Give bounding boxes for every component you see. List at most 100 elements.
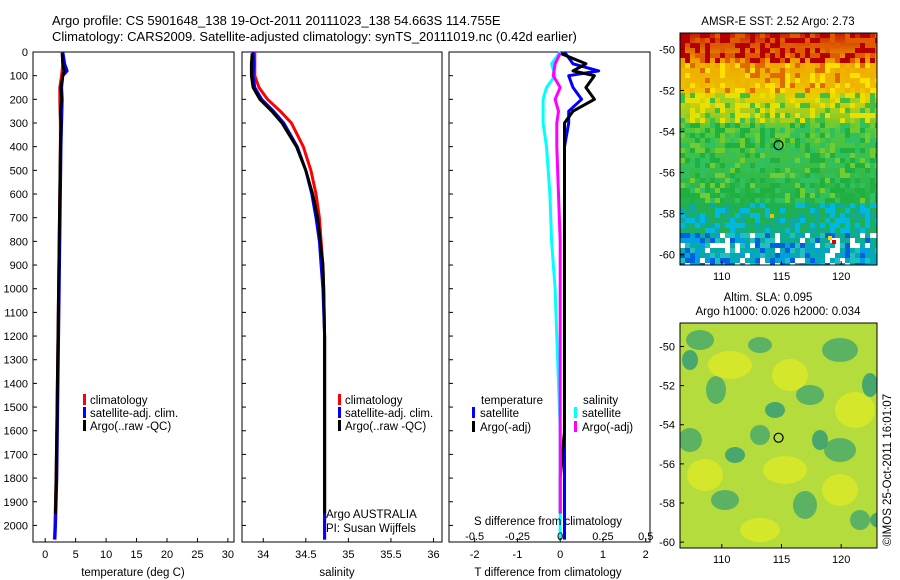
sst-cell: [730, 38, 735, 43]
sla-map-axes: 110 115 120 -50 -52 -54 -56 -58 -60: [659, 341, 850, 566]
sst-cells: [680, 33, 877, 265]
sst-cell: [855, 243, 860, 248]
sst-cell: [780, 128, 785, 133]
legend-label-satellite: satellite-adj. clim.: [345, 408, 433, 420]
sst-cell: [735, 43, 740, 48]
sst-cell: [690, 233, 695, 238]
sla-low-region: [686, 330, 714, 350]
sst-cell: [810, 263, 815, 265]
sst-cell: [825, 53, 830, 58]
sst-cell: [875, 123, 877, 128]
sst-cell: [690, 108, 695, 113]
sst-cell: [730, 188, 735, 193]
sst-cell: [690, 123, 695, 128]
sst-cell: [830, 173, 835, 178]
annotation-argo-australia: Argo AUSTRALIA: [326, 509, 417, 521]
sla-low-region: [850, 510, 870, 530]
sst-cell: [750, 218, 755, 223]
sst-cell: [825, 188, 830, 193]
sst-cell: [750, 233, 755, 238]
sst-cell: [685, 38, 690, 43]
sst-cell: [705, 223, 710, 228]
depth-tick-label: 1900: [4, 497, 28, 509]
sst-cell: [875, 48, 877, 53]
sst-cell: [760, 63, 765, 68]
sst-cell: [725, 163, 730, 168]
sst-cell: [795, 228, 800, 233]
sst-cell: [775, 88, 780, 93]
sst-heatmap: [680, 33, 877, 265]
sst-cell: [790, 83, 795, 88]
x-tick-label: 15: [130, 549, 142, 561]
sst-cell: [685, 193, 690, 198]
sst-cell: [720, 258, 725, 263]
map-y-tick-label: -60: [659, 537, 675, 549]
argo-position-marker: [773, 140, 784, 151]
sst-cell: [720, 183, 725, 188]
sst-cell: [860, 98, 865, 103]
sst-cell: [725, 223, 730, 228]
sst-cell: [850, 103, 855, 108]
sst-cell: [765, 83, 770, 88]
sst-cell: [850, 213, 855, 218]
map-y-tick-label: -58: [659, 498, 675, 510]
sst-cell: [690, 258, 695, 263]
sla-high-region: [708, 351, 752, 379]
sst-cell: [865, 103, 870, 108]
sst-cell: [840, 98, 845, 103]
sst-cell: [870, 58, 875, 63]
sst-cell: [725, 253, 730, 258]
sst-cell: [735, 88, 740, 93]
sst-cell: [870, 173, 875, 178]
sst-cell: [850, 148, 855, 153]
sst-cell: [830, 108, 835, 113]
sst-cell: [840, 168, 845, 173]
sst-cell: [680, 108, 685, 113]
sst-cell: [725, 38, 730, 43]
sst-cell: [725, 58, 730, 63]
sst-cell: [870, 53, 875, 58]
sst-cell: [865, 263, 870, 265]
sst-cell: [725, 263, 730, 265]
depth-tick-label: 200: [10, 94, 28, 106]
x-tick-label: 10: [100, 549, 112, 561]
sst-cell: [855, 258, 860, 263]
sst-cell: [685, 263, 690, 265]
sst-cell: [735, 208, 740, 213]
sst-cell: [755, 163, 760, 168]
sst-cell: [745, 153, 750, 158]
sst-cell: [860, 53, 865, 58]
sst-cell: [710, 118, 715, 123]
sst-cell: [780, 38, 785, 43]
sst-cell: [820, 223, 825, 228]
salinity-difference-ticks: -0.5 -0.25 0 0.25 0.5: [465, 531, 653, 543]
sst-cell: [850, 73, 855, 78]
legend-swatch-argo: [83, 420, 86, 431]
sst-cell: [695, 143, 700, 148]
sst-cell: [820, 133, 825, 138]
sla-high-region: [763, 456, 807, 484]
sst-cell: [725, 208, 730, 213]
map-y-tick-label: -56: [659, 459, 675, 471]
sst-cell: [765, 263, 770, 265]
sst-cell: [740, 48, 745, 53]
sst-cell: [820, 53, 825, 58]
sst-cell: [755, 118, 760, 123]
sst-cell: [715, 203, 720, 208]
sst-cell: [700, 203, 705, 208]
sst-cell: [825, 113, 830, 118]
sst-cell: [755, 133, 760, 138]
sst-cell: [875, 248, 877, 253]
sst-cell: [715, 68, 720, 73]
sst-cell: [865, 138, 870, 143]
sst-cell: [760, 253, 765, 258]
sst-cell: [755, 148, 760, 153]
sst-cell: [740, 213, 745, 218]
sst-cell: [775, 43, 780, 48]
sst-cell: [815, 248, 820, 253]
sst-cell: [850, 38, 855, 43]
sst-cell: [685, 108, 690, 113]
sst-cell: [755, 168, 760, 173]
sst-cell: [705, 163, 710, 168]
sst-cell: [720, 48, 725, 53]
